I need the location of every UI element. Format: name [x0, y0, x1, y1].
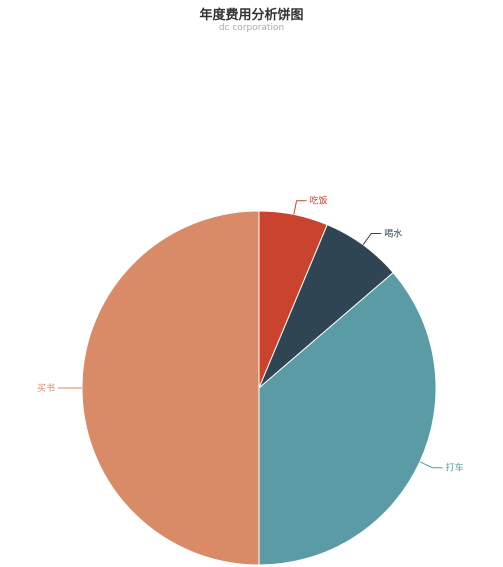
slice-label-3: 打车: [446, 462, 464, 474]
slice-label-1: 吃饭: [310, 195, 328, 207]
pie-slice-3[interactable]: [258, 271, 437, 566]
leader-line-slice-1: [293, 200, 307, 215]
chart-subtitle: dc corporation: [218, 23, 285, 33]
slice-label-4: 买书: [37, 383, 55, 394]
chart-title: 年度费用分析饼图: [199, 8, 304, 23]
leader-line-slice-3: [419, 461, 443, 469]
leader-line-slice-2: [362, 232, 382, 246]
slice-label-2: 喝水: [384, 227, 402, 239]
pie-slice-4[interactable]: [81, 210, 260, 566]
